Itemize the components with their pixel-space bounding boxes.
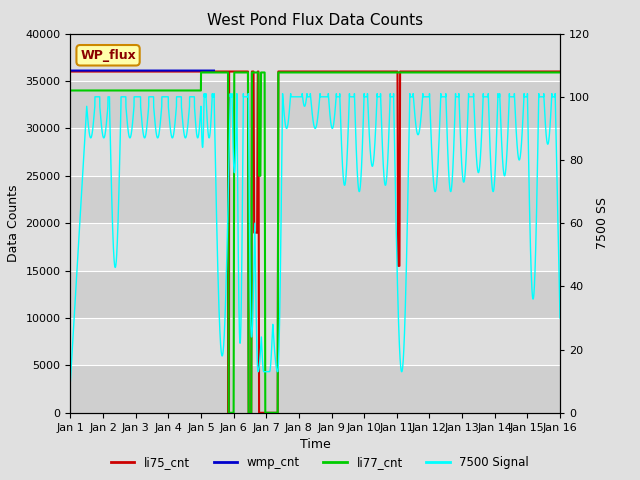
Bar <box>70 81 560 128</box>
7500 Signal <box>383 179 390 184</box>
li75_cnt <box>250 122 257 128</box>
wmp_cnt <box>166 68 174 73</box>
Bar <box>70 223 560 271</box>
Text: WP_flux: WP_flux <box>80 49 136 62</box>
Bar <box>70 128 560 176</box>
li77_cnt <box>452 70 460 75</box>
Bar <box>70 365 560 413</box>
Line: li77_cnt: li77_cnt <box>70 72 560 413</box>
7500 Signal <box>172 119 179 124</box>
Title: West Pond Flux Data Counts: West Pond Flux Data Counts <box>207 13 423 28</box>
7500 Signal <box>166 122 174 128</box>
Bar <box>70 176 560 223</box>
li77_cnt <box>166 87 174 93</box>
li77_cnt <box>554 70 562 75</box>
7500 Signal <box>67 378 74 384</box>
li77_cnt <box>383 70 390 75</box>
Y-axis label: 7500 SS: 7500 SS <box>596 197 609 249</box>
wmp_cnt <box>67 68 74 73</box>
li75_cnt <box>554 69 562 74</box>
li75_cnt <box>67 69 74 74</box>
7500 Signal <box>200 91 208 96</box>
7500 Signal <box>554 236 562 242</box>
Bar <box>70 318 560 365</box>
li75_cnt <box>452 69 460 74</box>
li75_cnt <box>383 69 390 74</box>
7500 Signal <box>452 94 460 100</box>
Y-axis label: Data Counts: Data Counts <box>7 184 20 262</box>
li75_cnt <box>172 69 179 74</box>
li77_cnt <box>556 70 564 75</box>
Line: li75_cnt: li75_cnt <box>70 72 560 413</box>
7500 Signal <box>556 315 564 321</box>
li77_cnt <box>67 87 74 93</box>
X-axis label: Time: Time <box>300 438 331 451</box>
li77_cnt <box>225 410 232 416</box>
Bar <box>70 271 560 318</box>
li75_cnt <box>224 410 232 416</box>
Legend: li75_cnt, wmp_cnt, li77_cnt, 7500 Signal: li75_cnt, wmp_cnt, li77_cnt, 7500 Signal <box>106 452 534 474</box>
li77_cnt <box>172 87 179 93</box>
7500 Signal <box>250 276 257 282</box>
Bar <box>70 34 560 81</box>
li77_cnt <box>197 70 205 75</box>
li77_cnt <box>250 70 258 75</box>
Line: 7500 Signal: 7500 Signal <box>70 94 560 381</box>
li75_cnt <box>166 69 174 74</box>
wmp_cnt <box>172 68 179 73</box>
li75_cnt <box>556 69 564 74</box>
